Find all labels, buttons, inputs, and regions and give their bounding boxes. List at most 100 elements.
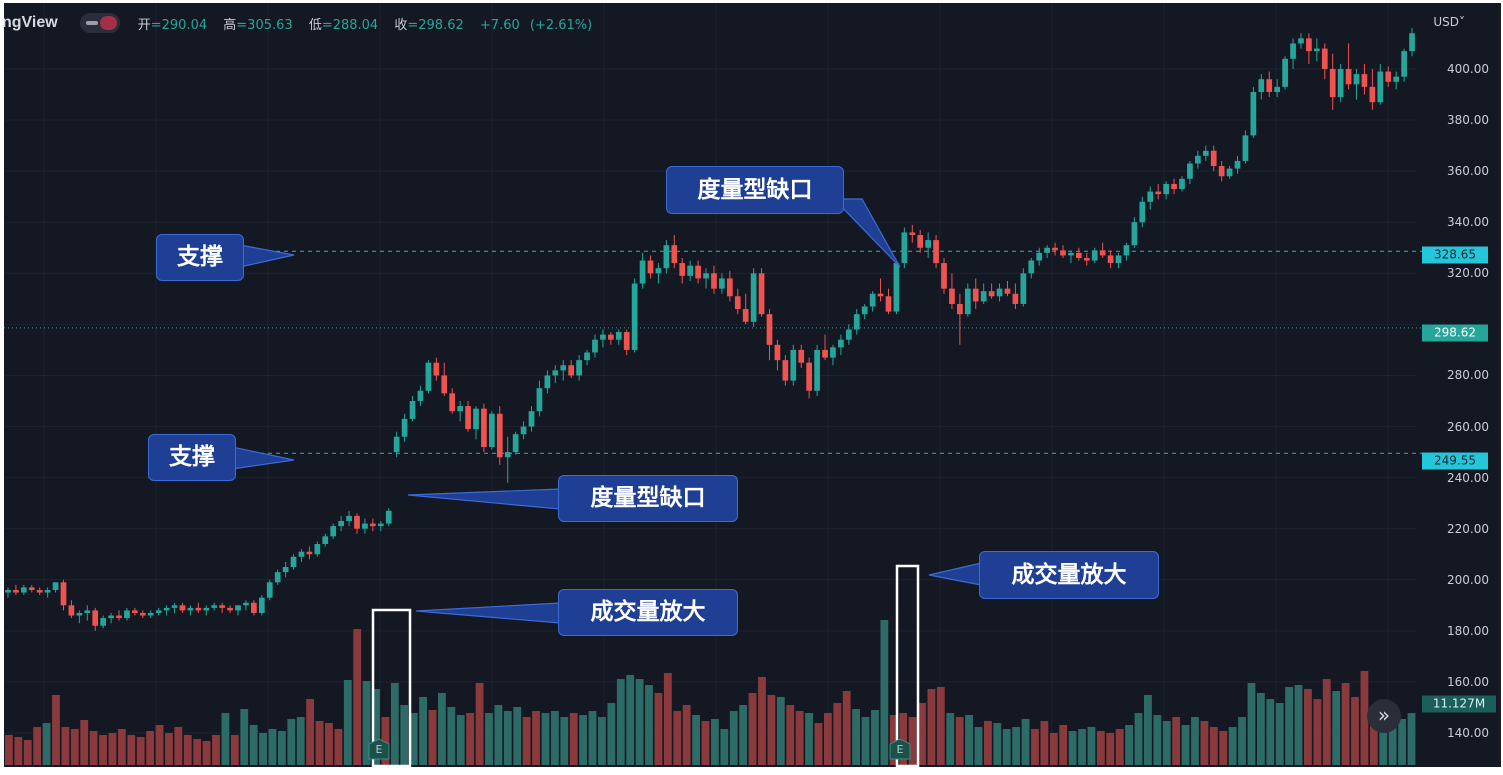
candle-body <box>687 265 694 276</box>
volume-bar <box>456 715 465 765</box>
measuring-gap-label-top: 度量型缺口 <box>666 166 844 214</box>
candle-body <box>195 607 202 611</box>
volume-surge-label-right: 成交量放大 <box>979 551 1159 599</box>
candle-body <box>1337 69 1344 98</box>
candle-body <box>1123 245 1130 256</box>
candle-body <box>1313 48 1320 52</box>
volume-bar <box>23 740 32 765</box>
volume-bar <box>889 715 898 765</box>
candle-body <box>409 401 416 419</box>
volume-bar <box>993 723 1002 765</box>
volume-bar <box>503 711 512 765</box>
volume-bar <box>701 721 710 765</box>
close-label: 收 <box>394 17 408 33</box>
volume-bar <box>1256 693 1265 765</box>
support-price-tag: 249.55 <box>1422 452 1488 470</box>
candle-body <box>1266 79 1273 92</box>
currency-selector[interactable]: USD˅ <box>1433 15 1465 29</box>
candle-body <box>449 393 456 412</box>
volume-bar <box>513 707 522 765</box>
volume-bar <box>645 685 653 765</box>
volume-bar <box>588 711 597 765</box>
candle-body <box>1282 58 1288 87</box>
candle-body <box>1409 33 1415 52</box>
price-axis-label: 320.00 <box>1447 266 1489 281</box>
candle-body <box>528 411 535 427</box>
candle-body <box>116 615 122 619</box>
candle-body <box>203 607 210 611</box>
candle-body <box>1091 250 1098 261</box>
candle-body <box>782 360 789 381</box>
candle-body <box>92 610 99 626</box>
volume-bar <box>908 717 917 765</box>
candle-body <box>671 245 678 264</box>
candle-body <box>758 273 765 315</box>
volume-bar <box>1341 683 1350 765</box>
volume-bar <box>598 717 606 765</box>
volume-bar <box>654 693 663 765</box>
earnings-badge-right[interactable]: E <box>896 743 904 756</box>
candle-body <box>496 413 503 458</box>
volume-bar <box>626 675 635 765</box>
scroll-to-realtime-icon[interactable]: » <box>1367 699 1401 733</box>
earnings-badge-shape <box>889 738 911 760</box>
candle-body <box>592 339 598 353</box>
gap-pointer-top <box>832 198 901 268</box>
candle-body <box>877 293 884 297</box>
candle-body <box>171 605 178 608</box>
candle-body <box>1060 250 1066 256</box>
candle-body <box>179 605 186 611</box>
earnings-badge-left[interactable]: E <box>375 743 383 756</box>
volume-bar <box>1369 709 1378 765</box>
candle-body <box>1083 257 1090 261</box>
candle-body <box>84 610 91 613</box>
toggle-minus-icon <box>85 21 98 25</box>
volume-bar <box>918 703 926 765</box>
volume-bar <box>296 717 305 765</box>
gap-pointer-bottom <box>407 488 561 510</box>
tradingview-logo: ngView <box>4 14 58 31</box>
candle-body <box>631 283 638 350</box>
volume-bar <box>663 673 672 765</box>
volume-bar <box>193 739 202 765</box>
volume-bar <box>871 710 879 765</box>
price-volume-chart[interactable] <box>4 3 1501 767</box>
candle-body <box>290 556 297 567</box>
volume-bar <box>1332 691 1341 765</box>
low-value: =288.04 <box>321 17 379 33</box>
volume-pointer-left <box>415 602 561 624</box>
volume-bar <box>1162 721 1171 765</box>
volume-bar <box>550 711 559 765</box>
volume-bar <box>974 727 983 765</box>
candle-body <box>139 612 146 616</box>
volume-bar <box>1021 719 1030 765</box>
volume-bar <box>1247 683 1256 765</box>
mode-toggle[interactable] <box>79 13 120 33</box>
candle-body <box>481 408 487 447</box>
candle-body <box>124 610 130 619</box>
candle-body <box>1131 222 1138 246</box>
candle-body <box>822 349 828 358</box>
candle-body <box>298 551 305 557</box>
chart-window: ngView 开=290.04 高=305.63 低=288.04 收=298.… <box>4 3 1501 767</box>
candle-body <box>1052 247 1058 251</box>
volume-bar <box>946 713 955 765</box>
volume-bar <box>748 693 757 765</box>
candle-body <box>1290 43 1296 59</box>
price-axis-label: 360.00 <box>1447 164 1489 179</box>
volume-bar <box>842 691 851 765</box>
support-pointer-bottom <box>231 446 295 470</box>
volume-bar <box>936 687 945 765</box>
volume-bar <box>136 737 145 765</box>
candle-body <box>1004 288 1011 294</box>
price-axis-label: 280.00 <box>1447 368 1489 383</box>
candle-body <box>354 515 360 529</box>
volume-bar <box>183 735 192 765</box>
candle-body <box>44 589 51 593</box>
candle-body <box>1202 150 1209 156</box>
volume-surge-label-left: 成交量放大 <box>558 589 738 636</box>
volume-bar <box>983 721 992 765</box>
volume-bar <box>485 713 493 765</box>
candle-body <box>964 288 971 315</box>
volume-bar <box>1313 699 1322 765</box>
